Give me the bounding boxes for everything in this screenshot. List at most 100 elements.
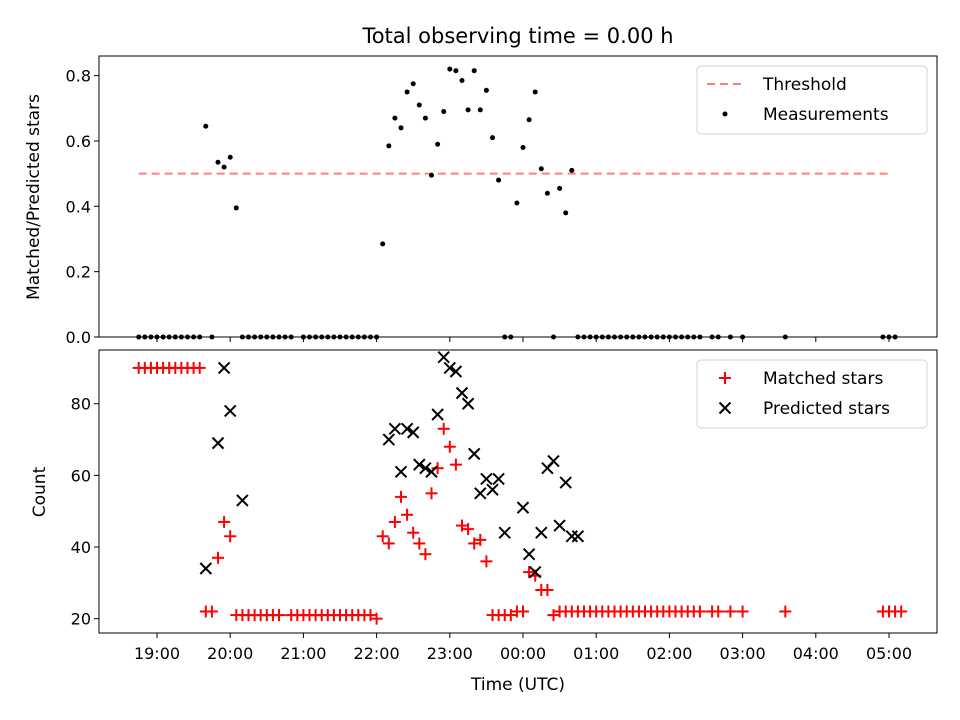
figure-title: Total observing time = 0.00 h [361,24,673,48]
predicted-star-stroke [467,447,481,461]
predicted-star-point [382,433,396,446]
measurement-point [599,334,605,340]
bottom-plot-marks [132,350,908,625]
y-tick-label: 80 [71,395,91,414]
measurement-point [593,334,599,340]
predicted-star-stroke [498,526,511,539]
predicted-star-point [516,501,530,514]
matched-star-point [895,605,908,618]
measurement-point [471,68,477,74]
measurement-point [618,334,624,340]
predicted-star-point [199,562,213,575]
measurement-point [258,334,264,340]
measurement-point [630,334,636,340]
measurement-point [197,334,203,340]
predicted-star-stroke [394,465,408,479]
measurement-point [185,334,190,340]
predicted-star-point [449,365,463,378]
measurement-point [490,135,495,141]
predicted-star-point [467,447,481,461]
y-tick-label: 40 [71,538,91,557]
measurement-point [679,334,685,340]
bottom-x-ticks: 19:00 20:00 21:00 22:00 23:00 00:00 01:00 02:00… [134,633,912,663]
top-plot-marks [136,66,898,340]
predicted-star-point [559,476,572,489]
measurement-point [337,334,343,340]
measurement-point [276,334,282,340]
bottom-y-axis-label: Count [30,466,50,517]
x-tick-label: 23:00 [427,644,473,663]
measurement-point [160,334,166,340]
measurement-point [319,334,325,340]
predicted-star-point [474,487,487,500]
matched-star-point [407,526,420,539]
matched-star-point [437,422,450,435]
measurement-point [453,68,459,74]
matched-star-point [413,537,426,550]
measurement-point [648,334,654,340]
matched-star-point [456,519,468,532]
y-tick-label: 60 [71,466,91,485]
matched-star-point [370,612,383,625]
measurement-point [307,334,312,340]
measurement-point [532,89,538,95]
predicted-star-point [443,361,457,375]
top-y-ticks: 0.0 0.2 0.4 0.6 0.8 [66,67,99,347]
matched-star-point [474,533,487,546]
predicted-star-point [492,472,505,486]
predicted-star-point [431,408,444,421]
matched-star-point [193,361,206,374]
predicted-star-stroke [223,404,237,418]
measurement-point [398,125,404,131]
matched-star-point [523,566,536,579]
legend-predicted-swatch [718,401,732,415]
top-y-axis-label: Matched/Predicted stars [24,94,44,300]
x-tick-label: 21:00 [280,644,326,663]
measurement-point [142,334,148,340]
predicted-star-point [437,350,450,364]
measurement-point [502,334,508,340]
predicted-star-stroke [528,565,542,579]
y-tick-label: 0.6 [66,132,91,151]
predicted-star-stroke [480,472,493,486]
measurement-point [691,334,697,340]
y-tick-label: 20 [71,610,91,629]
measurement-point [612,334,617,340]
measurement-point [441,109,447,115]
measurement-point [343,334,349,340]
predicted-star-point [419,462,432,475]
predicted-star-stroke [461,397,475,410]
measurement-point [538,166,544,172]
matched-star-point [388,515,401,528]
measurement-point [459,78,465,84]
predicted-star-point [413,458,426,471]
predicted-star-point [400,422,414,436]
matched-star-point [218,515,231,528]
predicted-star-point [522,547,536,561]
measurement-point [264,334,270,340]
matched-star-point [205,605,218,618]
measurement-point [642,334,648,340]
matched-star-point [449,458,462,471]
measurement-point [154,334,160,340]
matched-star-point [431,462,444,475]
matched-star-point [724,605,737,618]
measurement-point [313,334,319,340]
predicted-star-stroke [571,530,585,543]
measurement-point [447,66,453,72]
predicted-star-point [388,422,402,436]
predicted-star-point [217,361,231,375]
legend-box [696,359,928,429]
predicted-star-stroke [559,476,572,489]
x-tick-label: 20:00 [207,644,253,663]
measurement-point [300,334,306,340]
measurement-point [282,334,288,340]
predicted-star-stroke [419,462,432,475]
matched-star-point [376,530,389,543]
measurement-point [551,334,556,340]
measurement-point [465,107,471,113]
predicted-star-stroke [425,465,438,479]
predicted-star-stroke [431,408,444,421]
bottom-legend: Matched stars Predicted stars [696,359,928,429]
y-tick-label: 0.8 [66,67,91,86]
